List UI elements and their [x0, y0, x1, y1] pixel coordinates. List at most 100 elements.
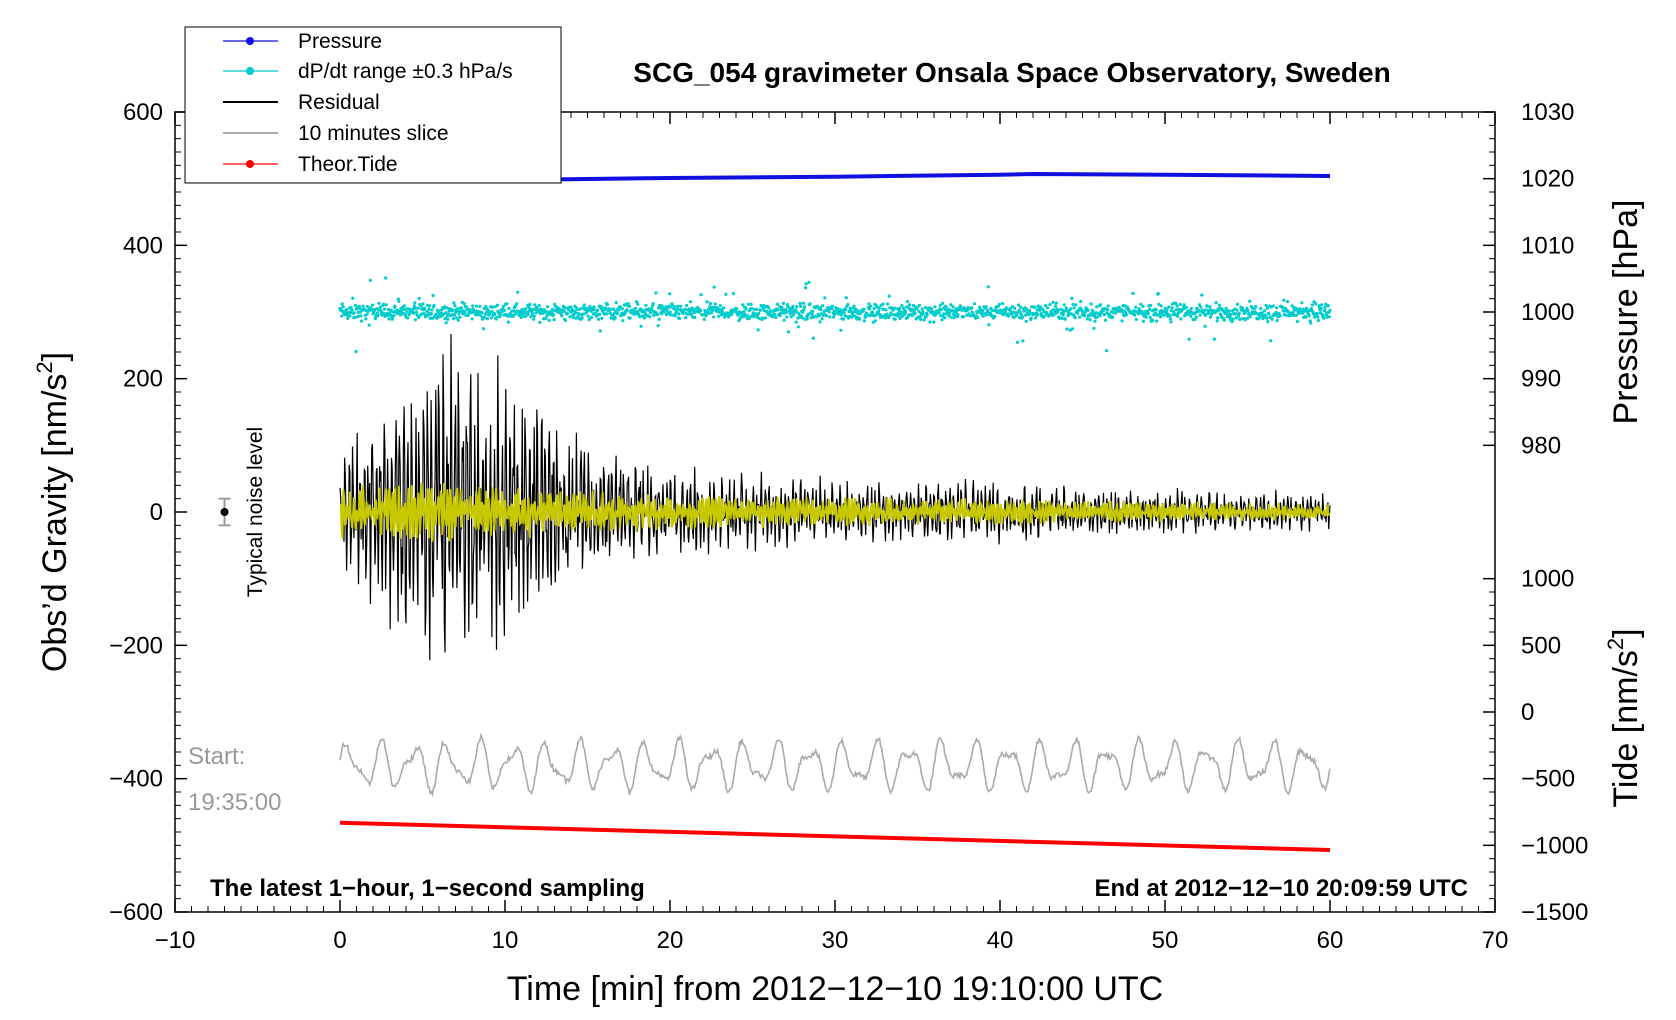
dpdt-point [456, 318, 460, 322]
dpdt-point [981, 309, 985, 313]
dpdt-point [490, 309, 494, 314]
dpdt-point [1194, 315, 1198, 319]
dpdt-point [1184, 305, 1188, 309]
dpdt-point [889, 311, 893, 315]
dpdt-point [1215, 319, 1219, 323]
tide-tick-label: −1000 [1521, 832, 1588, 859]
dpdt-point [507, 306, 511, 310]
dpdt-point [1038, 305, 1043, 309]
dpdt-point [1008, 307, 1012, 311]
dpdt-point [428, 304, 432, 308]
dpdt-point [489, 316, 493, 320]
dpdt-point [1258, 315, 1262, 319]
dpdt-point [381, 302, 386, 306]
dpdt-point [473, 313, 477, 317]
dpdt-point [808, 302, 812, 306]
dpdt-point [917, 309, 921, 314]
dpdt-point [528, 302, 532, 306]
dpdt-point [359, 319, 364, 323]
dpdt-point [893, 306, 897, 310]
dpdt-point [1154, 308, 1158, 312]
dpdt-point [592, 307, 596, 312]
dpdt-point [1015, 340, 1020, 344]
dpdt-point [1025, 307, 1029, 311]
dpdt-point [765, 310, 769, 314]
dpdt-point [784, 310, 788, 314]
dpdt-point [785, 315, 789, 319]
legend-label-tide: Theor.Tide [298, 153, 398, 176]
dpdt-point [672, 307, 676, 311]
dpdt-point [1053, 304, 1057, 308]
dpdt-point [705, 300, 709, 304]
dpdt-point [464, 313, 468, 317]
dpdt-point [655, 312, 660, 317]
dpdt-point [529, 315, 533, 319]
tide-tick-label: 0 [1521, 699, 1534, 726]
dpdt-point [384, 276, 388, 280]
dpdt-point [1227, 309, 1231, 313]
dpdt-point [811, 309, 815, 313]
dpdt-point [827, 310, 831, 314]
dpdt-point [1120, 319, 1124, 323]
dpdt-point [679, 304, 683, 308]
dpdt-point [746, 302, 750, 306]
dpdt-point [1038, 308, 1042, 312]
dpdt-point [884, 308, 888, 312]
dpdt-point [1320, 303, 1324, 307]
dpdt-point [608, 311, 612, 315]
dpdt-point [482, 307, 486, 311]
pressure-tick-label: 1030 [1521, 99, 1574, 126]
dpdt-point [1248, 299, 1252, 303]
dpdt-point [1298, 307, 1302, 311]
dpdt-point [985, 313, 989, 317]
dpdt-point [1237, 311, 1241, 315]
dpdt-point [784, 308, 788, 312]
dpdt-point [749, 302, 753, 306]
dpdt-point [802, 305, 807, 309]
x-tick-label: 60 [1317, 927, 1344, 954]
dpdt-point [684, 316, 688, 320]
dpdt-point [1085, 317, 1089, 321]
dpdt-point [972, 302, 977, 306]
dpdt-point [1327, 315, 1331, 319]
dpdt-point [947, 314, 951, 318]
dpdt-point [1098, 314, 1102, 318]
dpdt-point [412, 304, 416, 308]
dpdt-point [430, 308, 434, 312]
dpdt-point [505, 302, 509, 306]
dpdt-point [415, 313, 419, 317]
dpdt-point [798, 301, 802, 305]
dpdt-point [778, 313, 782, 318]
dpdt-point [763, 316, 768, 320]
dpdt-point [1222, 318, 1226, 322]
y-axis-title-left: Obs’d Gravity [nm/s2] [32, 352, 74, 672]
dpdt-point [1064, 306, 1068, 310]
dpdt-point [867, 302, 871, 306]
y-axis-title-pressure: Pressure [hPa] [1607, 200, 1645, 425]
dpdt-point [352, 311, 356, 315]
dpdt-point [1266, 320, 1270, 324]
dpdt-point [1204, 313, 1208, 317]
dpdt-point [986, 285, 990, 289]
dpdt-point [874, 313, 878, 317]
dpdt-point [1093, 319, 1097, 323]
dpdt-point [565, 312, 569, 316]
dpdt-point [735, 307, 739, 311]
y-axis-title-tide-base: Tide [nm/s [1607, 650, 1645, 807]
dpdt-point [885, 312, 889, 316]
dpdt-point [815, 315, 819, 319]
dpdt-point [1007, 314, 1011, 318]
dpdt-point [1240, 306, 1245, 310]
dpdt-point [506, 320, 510, 324]
y-tick-label-left: −400 [109, 766, 163, 793]
dpdt-point [484, 310, 488, 314]
dpdt-point [786, 330, 791, 334]
dpdt-point [807, 280, 811, 284]
dpdt-point [905, 300, 910, 304]
dpdt-point [1155, 319, 1159, 323]
dpdt-point [942, 312, 946, 316]
dpdt-point [1207, 311, 1211, 315]
dpdt-point [1275, 318, 1279, 323]
dpdt-point [959, 305, 963, 309]
dpdt-point [797, 312, 801, 316]
